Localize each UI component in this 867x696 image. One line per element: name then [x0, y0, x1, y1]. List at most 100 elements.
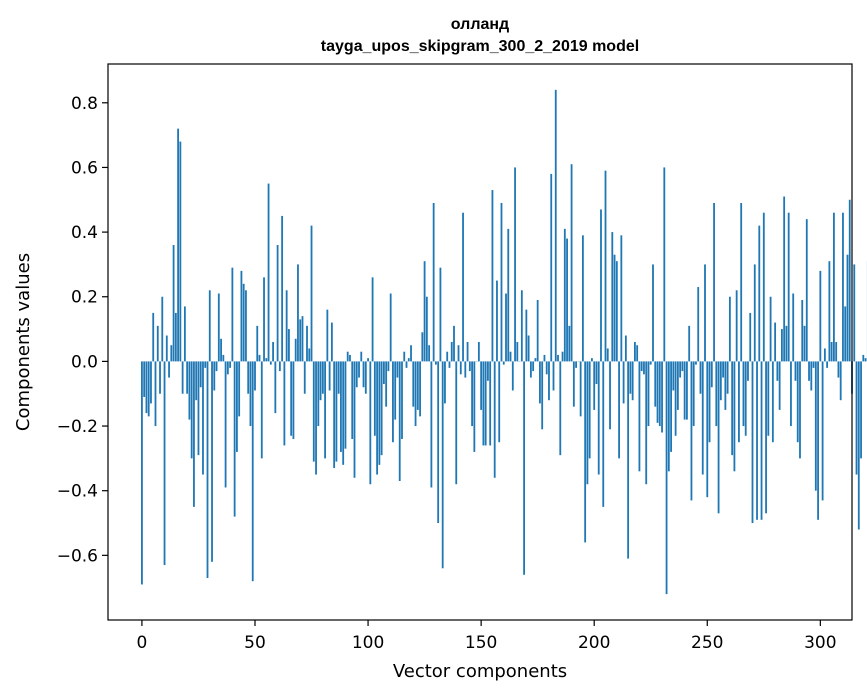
bar-component-139 — [455, 361, 458, 485]
bar-component-83 — [328, 361, 331, 391]
bar-component-313 — [848, 199, 851, 362]
bar-component-102 — [371, 277, 374, 362]
bar-component-279 — [771, 361, 774, 443]
bar-component-280 — [774, 322, 777, 362]
bar-component-179 — [545, 361, 548, 375]
bar-component-256 — [719, 361, 722, 401]
bar-component-47 — [247, 361, 250, 394]
bar-component-113 — [396, 361, 399, 378]
bar-component-33 — [215, 361, 218, 372]
bar-component-11 — [165, 335, 168, 362]
bar-component-181 — [550, 173, 553, 362]
bar-component-299 — [817, 361, 819, 520]
bar-component-175 — [536, 299, 539, 362]
bar-component-278 — [769, 296, 772, 362]
bar-component-21 — [188, 361, 191, 420]
bar-component-222 — [643, 361, 645, 375]
bar-component-168 — [520, 290, 523, 362]
bar-component-136 — [448, 361, 451, 368]
bar-component-6 — [154, 361, 157, 427]
bar-component-144 — [466, 342, 469, 362]
bar-component-3 — [147, 361, 150, 417]
bar-component-35 — [220, 338, 222, 362]
bar-component-20 — [186, 361, 189, 394]
bar-component-183 — [554, 89, 557, 362]
bar-component-95 — [355, 361, 358, 388]
bar-component-276 — [765, 361, 767, 514]
bar-component-310 — [842, 212, 844, 362]
bar-component-94 — [353, 361, 356, 478]
bar-component-289 — [794, 361, 797, 381]
bar-component-127 — [428, 345, 431, 362]
bar-component-171 — [527, 335, 530, 362]
bar-component-0 — [141, 361, 143, 585]
bar-component-43 — [238, 361, 241, 417]
bar-component-126 — [425, 296, 428, 362]
bar-component-145 — [468, 361, 471, 372]
bar-component-246 — [697, 287, 700, 362]
bar-component-282 — [778, 361, 781, 410]
bar-component-291 — [799, 361, 801, 459]
bar-component-123 — [419, 361, 421, 417]
bar-component-192 — [575, 361, 578, 368]
bar-component-98 — [362, 361, 365, 388]
bar-component-78 — [317, 361, 320, 427]
y-axis-label: Components values — [13, 253, 34, 431]
bar-component-306 — [833, 212, 835, 362]
bar-component-96 — [358, 361, 360, 378]
bar-component-36 — [222, 354, 225, 362]
bar-component-173 — [532, 361, 535, 372]
bar-component-155 — [491, 190, 494, 362]
bar-component-67 — [292, 361, 295, 439]
bar-component-264 — [738, 361, 740, 443]
bar-component-166 — [516, 342, 519, 362]
bar-component-115 — [401, 361, 403, 439]
bar-component-195 — [581, 235, 584, 362]
bar-component-9 — [161, 296, 164, 362]
bar-component-185 — [559, 361, 562, 456]
bar-component-283 — [780, 329, 783, 362]
bar-component-263 — [735, 290, 738, 362]
bar-component-241 — [686, 361, 688, 420]
bar-component-180 — [548, 361, 550, 401]
bar-component-111 — [392, 361, 394, 443]
bar-component-220 — [638, 361, 641, 472]
bar-component-296 — [810, 361, 813, 391]
bar-component-309 — [839, 361, 842, 401]
bar-component-107 — [382, 361, 385, 385]
bar-component-135 — [446, 351, 449, 362]
bar-component-294 — [805, 219, 808, 362]
bar-component-57 — [269, 361, 272, 365]
bar-component-272 — [756, 361, 758, 520]
bar-component-55 — [265, 358, 268, 362]
bar-component-70 — [299, 319, 302, 362]
bar-component-51 — [256, 325, 259, 362]
bar-component-210 — [615, 261, 618, 362]
bar-component-106 — [380, 361, 383, 456]
chart-subtitle: tayga_upos_skipgram_300_2_2019 model — [321, 38, 639, 55]
bar-component-53 — [260, 361, 263, 459]
bars-group — [141, 89, 867, 595]
bar-component-120 — [412, 361, 415, 407]
y-tick-label: −0.6 — [57, 546, 98, 566]
bar-component-213 — [622, 361, 625, 404]
bar-component-156 — [493, 361, 496, 478]
bar-component-93 — [351, 361, 354, 439]
bar-component-212 — [620, 235, 623, 362]
y-tick-label: 0.2 — [71, 288, 98, 308]
x-tick-label: 50 — [244, 633, 266, 653]
bar-component-201 — [595, 361, 598, 385]
bar-component-44 — [240, 270, 243, 362]
bar-component-271 — [753, 264, 756, 362]
bar-component-84 — [330, 322, 333, 362]
bar-component-281 — [776, 361, 779, 381]
bar-component-16 — [177, 128, 180, 362]
bar-component-209 — [613, 254, 616, 362]
bar-component-37 — [224, 361, 227, 488]
bar-component-315 — [853, 264, 856, 362]
bar-component-293 — [803, 325, 806, 362]
bar-component-15 — [174, 312, 177, 362]
bar-component-17 — [179, 141, 182, 362]
bar-component-320 — [864, 358, 867, 362]
bar-component-8 — [159, 361, 161, 394]
